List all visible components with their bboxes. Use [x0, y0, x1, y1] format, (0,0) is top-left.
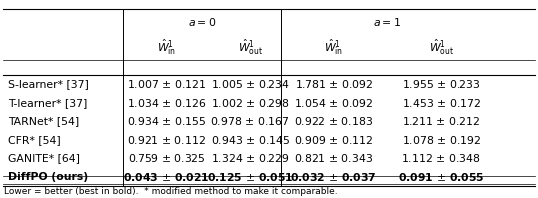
- Text: 0.934 $\pm$ 0.155: 0.934 $\pm$ 0.155: [127, 115, 207, 128]
- Text: 1.211 $\pm$ 0.212: 1.211 $\pm$ 0.212: [402, 115, 480, 128]
- Text: 0.921 $\pm$ 0.112: 0.921 $\pm$ 0.112: [128, 134, 206, 146]
- Text: $a = 0$: $a = 0$: [188, 16, 216, 28]
- Text: 1.781 $\pm$ 0.092: 1.781 $\pm$ 0.092: [294, 78, 373, 90]
- Text: GANITE* [64]: GANITE* [64]: [8, 153, 80, 163]
- Text: 0.125 $\pm$ 0.051: 0.125 $\pm$ 0.051: [207, 171, 294, 183]
- Text: CFR* [54]: CFR* [54]: [8, 135, 61, 145]
- Text: 1.054 $\pm$ 0.092: 1.054 $\pm$ 0.092: [294, 97, 373, 109]
- Text: 0.922 $\pm$ 0.183: 0.922 $\pm$ 0.183: [294, 115, 373, 128]
- Text: 1.453 $\pm$ 0.172: 1.453 $\pm$ 0.172: [401, 97, 481, 109]
- Text: $\hat{W}^1_{\mathrm{in}}$: $\hat{W}^1_{\mathrm{in}}$: [157, 38, 176, 57]
- Text: TARNet* [54]: TARNet* [54]: [8, 116, 79, 127]
- Text: 0.909 $\pm$ 0.112: 0.909 $\pm$ 0.112: [294, 134, 373, 146]
- Text: 1.034 $\pm$ 0.126: 1.034 $\pm$ 0.126: [127, 97, 207, 109]
- Text: 0.032 $\pm$ 0.037: 0.032 $\pm$ 0.037: [290, 171, 377, 183]
- Text: 0.759 $\pm$ 0.325: 0.759 $\pm$ 0.325: [128, 152, 206, 164]
- Text: 1.112 $\pm$ 0.348: 1.112 $\pm$ 0.348: [401, 152, 481, 164]
- Text: 0.043 $\pm$ 0.021: 0.043 $\pm$ 0.021: [123, 171, 210, 183]
- Text: 1.078 $\pm$ 0.192: 1.078 $\pm$ 0.192: [402, 134, 480, 146]
- Text: T-learner* [37]: T-learner* [37]: [8, 98, 88, 108]
- Text: 1.324 $\pm$ 0.229: 1.324 $\pm$ 0.229: [211, 152, 289, 164]
- Text: 1.955 $\pm$ 0.233: 1.955 $\pm$ 0.233: [402, 78, 480, 90]
- Text: $a = 1$: $a = 1$: [373, 16, 401, 28]
- Text: 0.978 $\pm$ 0.167: 0.978 $\pm$ 0.167: [210, 115, 290, 128]
- Text: 1.007 $\pm$ 0.121: 1.007 $\pm$ 0.121: [127, 78, 207, 90]
- Text: $\hat{W}^1_{\mathrm{out}}$: $\hat{W}^1_{\mathrm{out}}$: [238, 38, 263, 57]
- Text: S-learner* [37]: S-learner* [37]: [8, 79, 89, 89]
- Text: 0.943 $\pm$ 0.145: 0.943 $\pm$ 0.145: [210, 134, 290, 146]
- Text: $\hat{W}^1_{\mathrm{in}}$: $\hat{W}^1_{\mathrm{in}}$: [324, 38, 343, 57]
- Text: 0.091 $\pm$ 0.055: 0.091 $\pm$ 0.055: [398, 171, 485, 183]
- Text: Lower = better (best in bold).  * modified method to make it comparable.: Lower = better (best in bold). * modifie…: [4, 187, 338, 196]
- Text: 1.002 $\pm$ 0.298: 1.002 $\pm$ 0.298: [211, 97, 289, 109]
- Text: $\hat{W}^1_{\mathrm{out}}$: $\hat{W}^1_{\mathrm{out}}$: [429, 38, 454, 57]
- Text: 1.005 $\pm$ 0.234: 1.005 $\pm$ 0.234: [211, 78, 289, 90]
- Text: DiffPO (ours): DiffPO (ours): [8, 172, 88, 182]
- Text: 0.821 $\pm$ 0.343: 0.821 $\pm$ 0.343: [294, 152, 373, 164]
